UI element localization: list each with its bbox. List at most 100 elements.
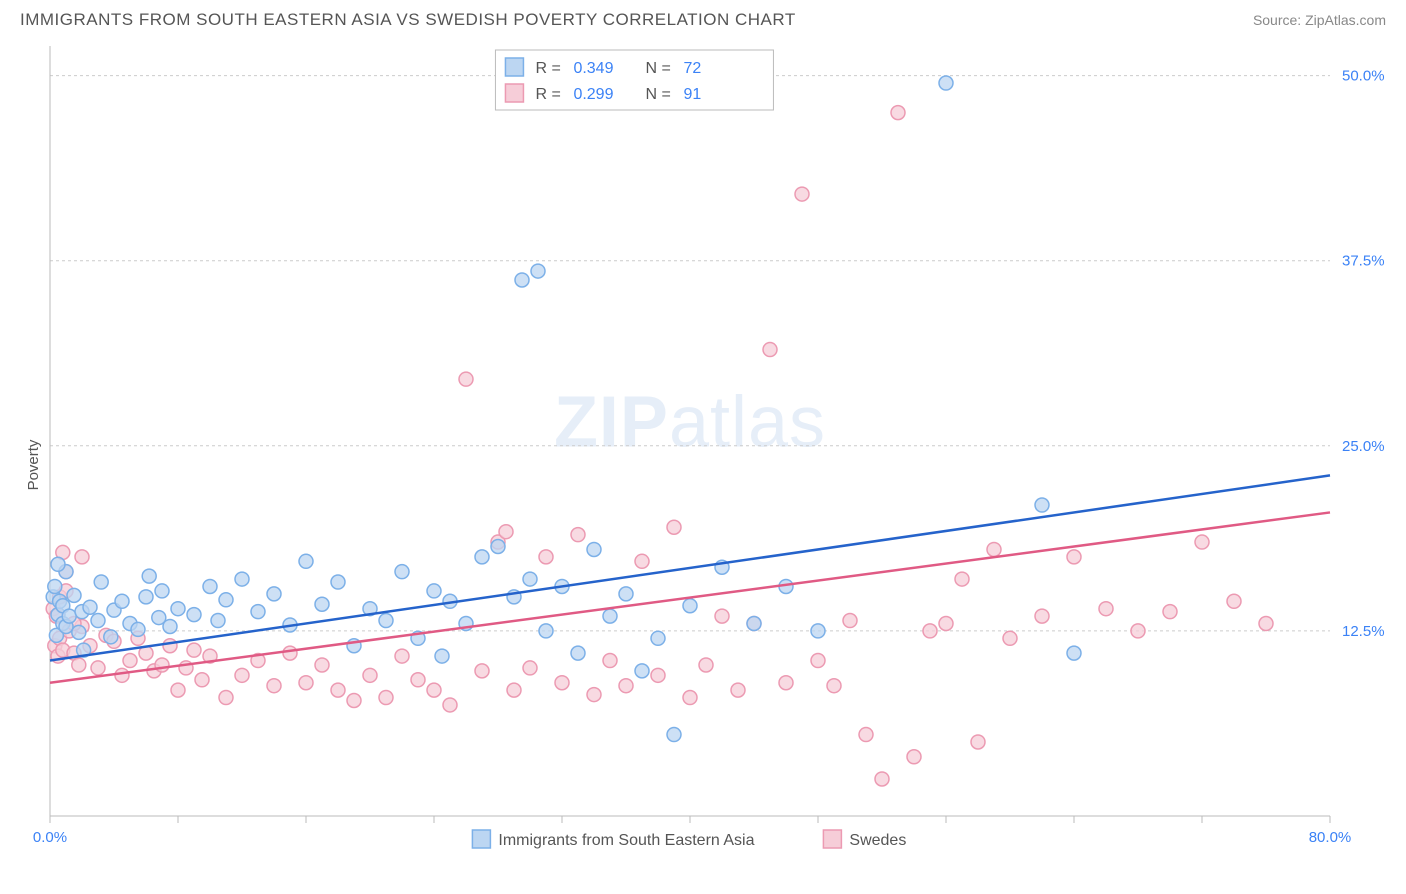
bottom-legend-swatch-immigrants <box>472 830 490 848</box>
data-point-immigrants <box>235 572 249 586</box>
data-point-swedes <box>891 106 905 120</box>
y-tick-label: 25.0% <box>1342 438 1385 455</box>
data-point-swedes <box>875 772 889 786</box>
data-point-immigrants <box>94 575 108 589</box>
data-point-swedes <box>683 691 697 705</box>
legend-r-label: R = <box>535 60 560 77</box>
data-point-swedes <box>859 728 873 742</box>
data-point-swedes <box>571 528 585 542</box>
data-point-immigrants <box>619 587 633 601</box>
data-point-immigrants <box>267 587 281 601</box>
data-point-swedes <box>115 668 129 682</box>
data-point-swedes <box>939 617 953 631</box>
data-point-immigrants <box>747 617 761 631</box>
data-point-immigrants <box>91 614 105 628</box>
data-point-swedes <box>315 658 329 672</box>
data-point-immigrants <box>48 579 62 593</box>
data-point-swedes <box>499 525 513 539</box>
data-point-immigrants <box>187 608 201 622</box>
data-point-immigrants <box>211 614 225 628</box>
data-point-swedes <box>587 688 601 702</box>
data-point-swedes <box>523 661 537 675</box>
data-point-swedes <box>475 664 489 678</box>
bottom-legend-label-swedes: Swedes <box>849 832 906 849</box>
data-point-swedes <box>1227 594 1241 608</box>
data-point-immigrants <box>67 588 81 602</box>
data-point-immigrants <box>163 619 177 633</box>
data-point-swedes <box>1195 535 1209 549</box>
data-point-immigrants <box>379 614 393 628</box>
data-point-swedes <box>715 609 729 623</box>
data-point-immigrants <box>104 630 118 644</box>
legend-swatch-immigrants <box>505 58 523 76</box>
data-point-immigrants <box>603 609 617 623</box>
data-point-immigrants <box>491 540 505 554</box>
data-point-swedes <box>155 658 169 672</box>
data-point-swedes <box>163 639 177 653</box>
legend-r-value: 0.299 <box>573 86 613 103</box>
data-point-immigrants <box>142 569 156 583</box>
x-tick-label: 0.0% <box>33 829 67 846</box>
data-point-immigrants <box>515 273 529 287</box>
data-point-swedes <box>395 649 409 663</box>
data-point-immigrants <box>72 625 86 639</box>
y-tick-label: 37.5% <box>1342 253 1385 270</box>
data-point-immigrants <box>939 76 953 90</box>
data-point-swedes <box>299 676 313 690</box>
data-point-swedes <box>955 572 969 586</box>
data-point-immigrants <box>651 631 665 645</box>
data-point-immigrants <box>171 602 185 616</box>
data-point-swedes <box>731 683 745 697</box>
data-point-swedes <box>347 694 361 708</box>
data-point-swedes <box>987 542 1001 556</box>
data-point-swedes <box>795 187 809 201</box>
legend-r-label: R = <box>535 86 560 103</box>
y-axis-label: Poverty <box>25 440 42 491</box>
data-point-swedes <box>971 735 985 749</box>
data-point-swedes <box>331 683 345 697</box>
legend-swatch-swedes <box>505 84 523 102</box>
data-point-swedes <box>635 554 649 568</box>
y-tick-label: 50.0% <box>1342 68 1385 85</box>
legend-n-label: N = <box>645 86 670 103</box>
data-point-swedes <box>843 614 857 628</box>
data-point-swedes <box>187 643 201 657</box>
data-point-swedes <box>1067 550 1081 564</box>
data-point-immigrants <box>435 649 449 663</box>
data-point-immigrants <box>115 594 129 608</box>
data-point-swedes <box>507 683 521 697</box>
data-point-immigrants <box>251 605 265 619</box>
data-point-swedes <box>1003 631 1017 645</box>
data-point-immigrants <box>523 572 537 586</box>
data-point-swedes <box>91 661 105 675</box>
data-point-swedes <box>459 372 473 386</box>
data-point-immigrants <box>1035 498 1049 512</box>
data-point-immigrants <box>155 584 169 598</box>
legend-n-label: N = <box>645 60 670 77</box>
data-point-swedes <box>363 668 377 682</box>
data-point-immigrants <box>219 593 233 607</box>
data-point-immigrants <box>395 565 409 579</box>
bottom-legend-label-immigrants: Immigrants from South Eastern Asia <box>498 832 754 849</box>
data-point-swedes <box>75 550 89 564</box>
data-point-swedes <box>811 654 825 668</box>
data-point-swedes <box>555 676 569 690</box>
data-point-immigrants <box>811 624 825 638</box>
legend-r-value: 0.349 <box>573 60 613 77</box>
legend-n-value: 91 <box>683 86 701 103</box>
data-point-swedes <box>219 691 233 705</box>
data-point-swedes <box>1131 624 1145 638</box>
y-tick-label: 12.5% <box>1342 623 1385 640</box>
data-point-swedes <box>539 550 553 564</box>
data-point-swedes <box>427 683 441 697</box>
chart-title: IMMIGRANTS FROM SOUTH EASTERN ASIA VS SW… <box>20 10 796 30</box>
data-point-immigrants <box>635 664 649 678</box>
data-point-swedes <box>283 646 297 660</box>
data-point-swedes <box>827 679 841 693</box>
data-point-immigrants <box>539 624 553 638</box>
chart-container: Poverty ZIPatlas12.5%25.0%37.5%50.0%0.0%… <box>0 36 1406 894</box>
source-label: Source: ZipAtlas.com <box>1253 12 1386 28</box>
data-point-immigrants <box>331 575 345 589</box>
data-point-swedes <box>1035 609 1049 623</box>
data-point-swedes <box>411 673 425 687</box>
